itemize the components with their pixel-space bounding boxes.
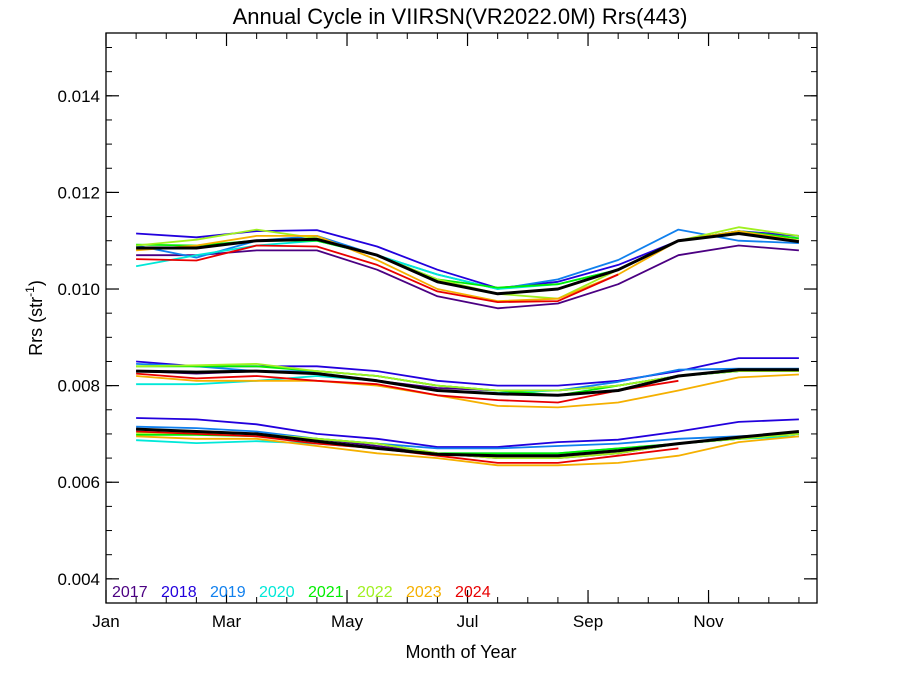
axis-ticks: 0.004 0.006 0.008 0.010 0.012 0.014 Jan Mar May J… [57,33,817,631]
legend-entry-2017: 2017 [112,584,148,601]
series-line-2018 [136,417,799,448]
legend-entry-2018: 2018 [161,584,197,601]
x-axis-label: Month of Year [405,642,516,662]
legend-entry-2022: 2022 [357,584,393,601]
x-tick-label: Nov [693,612,724,631]
series-line-2024 [136,244,619,304]
y-axis-label-sup: -1 [23,286,37,297]
y-tick-label: 0.012 [57,183,100,202]
y-tick-label: 0.006 [57,473,100,492]
y-tick-label: 0.008 [57,377,100,396]
series-layer [135,226,800,467]
x-tick-label: Jan [92,612,119,631]
x-tick-label: Jul [457,612,479,631]
plot-frame [105,32,818,604]
x-tick-label: Sep [573,612,603,631]
legend-entry-2019: 2019 [210,584,246,601]
y-tick-label: 0.004 [57,570,100,589]
chart-title: Annual Cycle in VIIRSN(VR2022.0M) Rrs(44… [233,4,688,29]
legend-entry-2020: 2020 [259,584,295,601]
x-tick-label: May [331,612,364,631]
x-tick-label: Mar [212,612,242,631]
y-tick-label: 0.014 [57,87,100,106]
legend-entry-2024: 2024 [455,584,491,601]
y-tick-label: 0.010 [57,280,100,299]
series-line-2019 [136,425,799,450]
series-line-2023 [136,435,799,467]
series-line-mean [136,368,799,397]
series-line-mean [136,427,800,458]
series-line-2024 [136,372,679,404]
series-line-2023 [136,373,799,409]
y-axis-label-close: ) [26,280,46,286]
series-line-mean [136,232,800,296]
legend-entry-2023: 2023 [406,584,442,601]
series-line-2017 [136,244,799,310]
legend: 2017 2018 2019 2020 2021 2022 2023 2024 [112,584,491,601]
y-axis-label-main: Rrs (str [26,297,46,356]
y-axis-label: Rrs (str-1) [23,280,46,356]
legend-entry-2021: 2021 [308,584,344,601]
